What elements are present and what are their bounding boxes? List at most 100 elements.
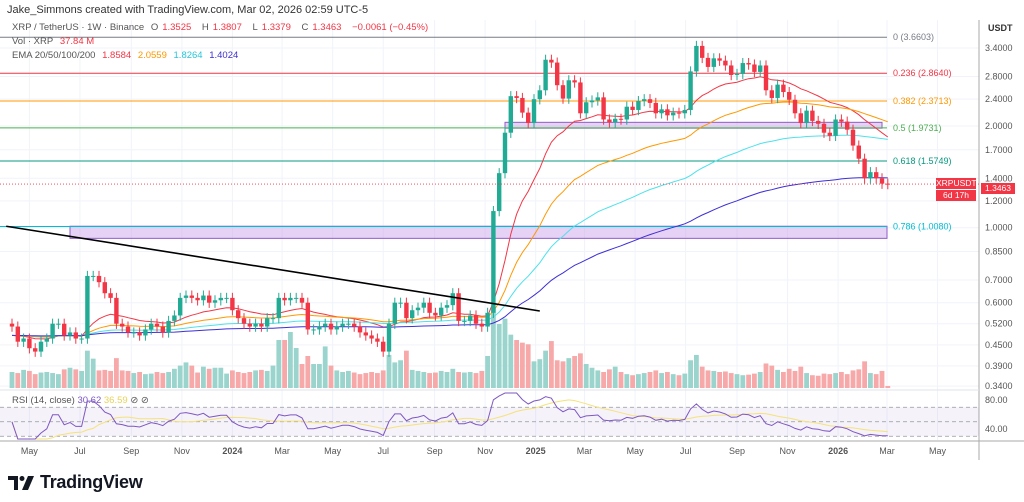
candle (415, 302, 421, 316)
hidden-values-icon: ⊘ ⊘ (130, 395, 149, 406)
volume-bar (676, 375, 682, 388)
candle (659, 104, 664, 119)
volume-bar (96, 370, 102, 388)
candle-body (491, 211, 496, 313)
candle-body (700, 45, 705, 58)
volume-bar (752, 373, 757, 388)
price-tick-label: 0.3400 (985, 381, 1013, 391)
candle (410, 305, 415, 324)
rsi-legend[interactable]: RSI (14, close) 30.62 36.59 ⊘ ⊘ (12, 395, 149, 406)
ema-legend[interactable]: EMA 20/50/100/200 1.8584 2.0559 1.8264 1… (12, 50, 242, 61)
volume-bar (224, 373, 229, 388)
volume-bar (630, 375, 635, 388)
volume-bar (363, 373, 369, 388)
candle (195, 292, 200, 306)
ema-label: EMA 20/50/100/200 (12, 50, 96, 61)
candle-body (236, 310, 241, 319)
candle (346, 318, 351, 329)
candle (96, 270, 102, 288)
candle (613, 113, 618, 128)
candle-body (763, 65, 769, 91)
candle-body (462, 320, 467, 322)
candle (247, 318, 252, 332)
candle (85, 270, 90, 344)
volume-bar (380, 370, 386, 388)
candle-body (595, 97, 600, 101)
candle-body (647, 99, 653, 103)
candle-body (798, 113, 803, 124)
volume-bar (392, 362, 398, 388)
candle-body (729, 65, 734, 75)
volume-bar (438, 370, 444, 388)
candle-body (102, 282, 107, 294)
volume-bar (589, 367, 595, 388)
time-tick-label: Mar (274, 446, 290, 456)
candle-body (555, 62, 560, 86)
candle (787, 86, 792, 106)
candle (386, 318, 392, 357)
ema-100-line (11, 134, 888, 337)
volume-bar (125, 370, 131, 388)
candle-body (624, 106, 629, 120)
candle (375, 333, 380, 347)
ema100-value: 1.8264 (173, 50, 203, 61)
volume-bar (485, 356, 490, 388)
candle-body (27, 338, 32, 349)
volume-bar (114, 358, 119, 388)
candle (79, 333, 84, 344)
volume-bar (73, 369, 79, 388)
candle-body (183, 295, 189, 298)
ema200-value: 1.4024 (209, 50, 239, 61)
candle (531, 94, 537, 129)
fib-level-label: 0.618 (1.5749) (893, 156, 952, 166)
symbol-price-tag: XRPUSDT (936, 178, 977, 189)
candle (885, 178, 890, 190)
candle (334, 321, 339, 335)
candle-body (659, 109, 664, 114)
candle-body (433, 312, 438, 316)
rsi-band (0, 407, 979, 437)
time-tick-label: 2025 (526, 446, 546, 456)
volume-bar (560, 361, 566, 388)
volume-bar (67, 367, 73, 388)
candle (311, 324, 316, 335)
candle (647, 94, 653, 109)
candle-body (711, 58, 716, 67)
volume-bar (868, 373, 873, 388)
candle-body (131, 332, 136, 334)
volume-bar (583, 364, 589, 388)
trend-line (6, 225, 540, 312)
price-tick-label: 0.3900 (985, 361, 1013, 371)
volume-bar (183, 362, 189, 388)
volume-bar (334, 370, 340, 388)
volume-bar (856, 369, 862, 388)
candle (618, 113, 624, 125)
candle (160, 321, 165, 338)
candle-body (125, 326, 131, 333)
volume-legend[interactable]: Vol · XRP 37.84 M (12, 36, 98, 47)
volume-bar (328, 365, 334, 388)
candle-body (120, 323, 125, 327)
price-tick-label: 0.8500 (985, 247, 1013, 257)
time-tick-label: Sep (123, 446, 139, 456)
volume-bar (734, 374, 740, 388)
symbol-name[interactable]: XRP / TetherUS · 1W · Binance (12, 22, 145, 33)
volume-bar (549, 341, 554, 388)
time-tick-label: Jul (377, 446, 389, 456)
candle (578, 77, 583, 119)
candle (381, 336, 386, 357)
candle-body (694, 45, 699, 72)
candle (398, 297, 403, 308)
candle (125, 321, 131, 338)
candle-body (207, 295, 212, 303)
tradingview-logo[interactable]: TradingView (8, 472, 143, 493)
candle-body (311, 329, 316, 331)
volume-bar (15, 373, 21, 388)
time-tick-label: Mar (879, 446, 895, 456)
volume-bar (218, 367, 224, 388)
volume-bar (427, 373, 432, 388)
volume-bar (264, 370, 270, 388)
candle (671, 107, 676, 121)
